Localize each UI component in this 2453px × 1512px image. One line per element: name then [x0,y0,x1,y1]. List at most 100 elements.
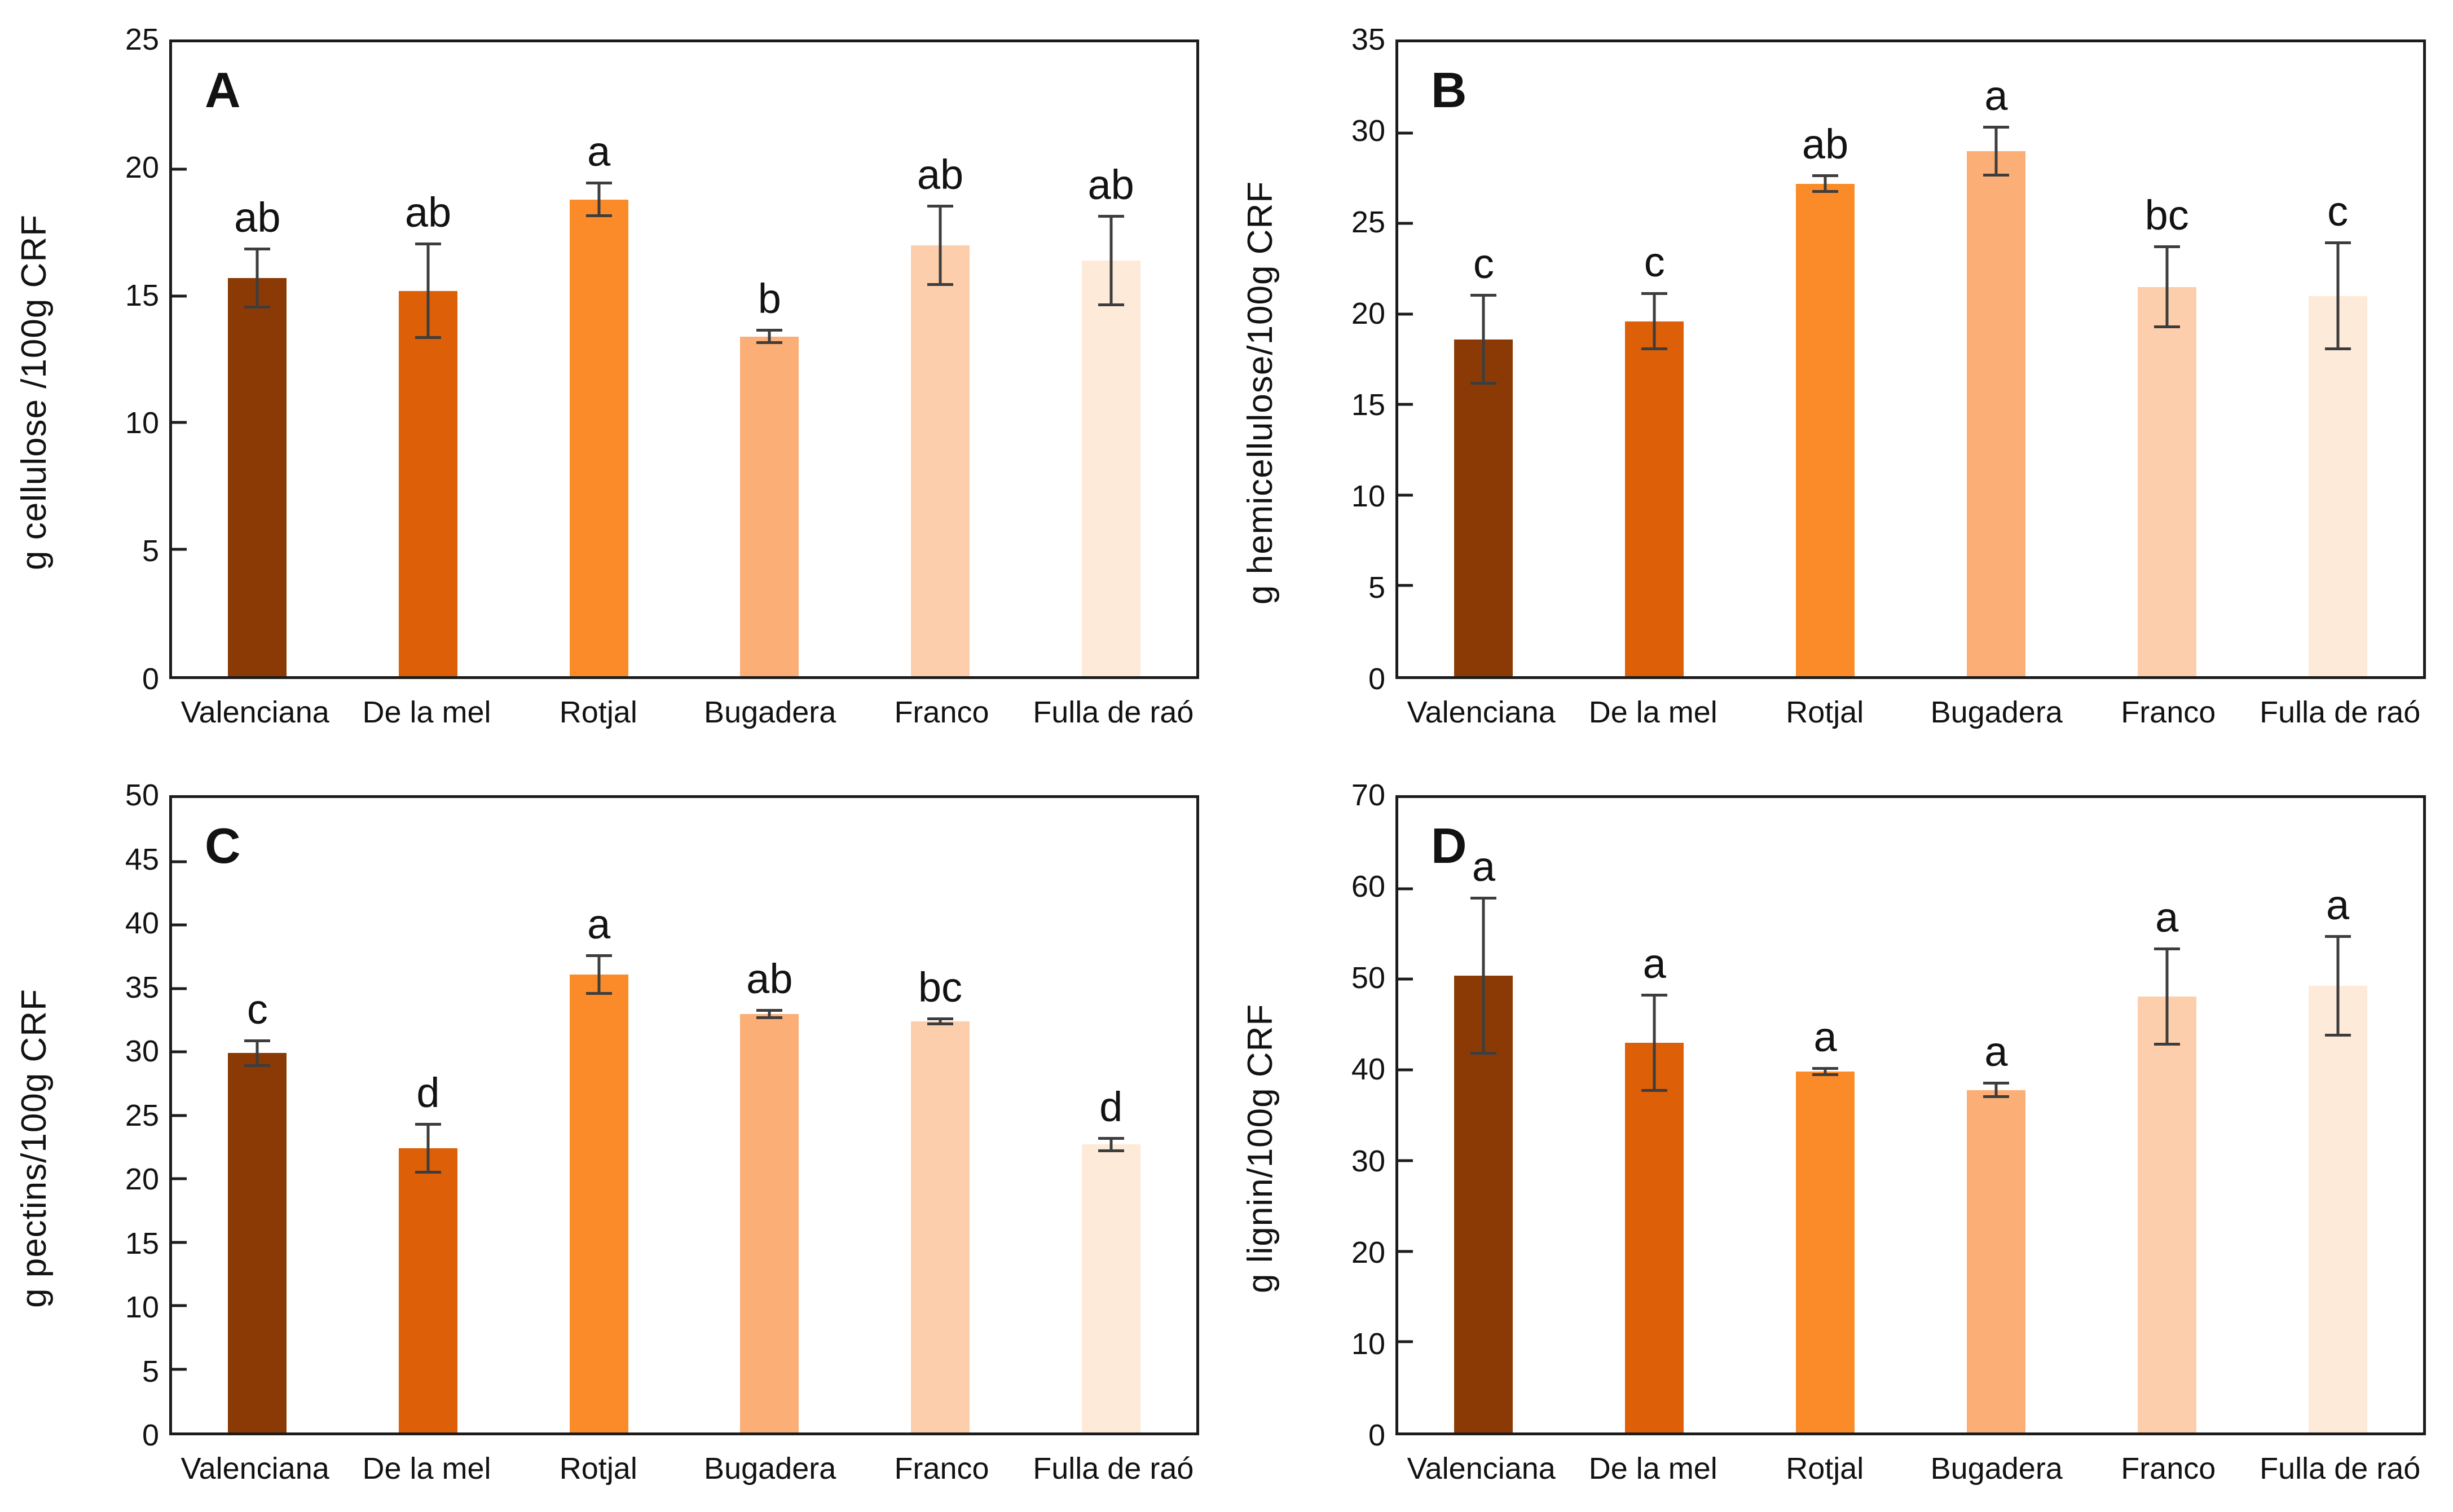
error-bar-line [1653,292,1656,350]
significance-letter: a [1984,1028,2008,1075]
x-category-label: Bugadera [704,695,836,729]
error-bar-cap-bottom [244,306,271,309]
error-bar-cap-top [1470,294,1497,297]
y-tick-mark [172,923,187,927]
y-tick-label: 50 [1351,961,1385,995]
y-tick-label: 30 [125,1034,159,1068]
y-tick-label: 0 [142,662,159,696]
bar-group-Rotjal: a [1740,798,1911,1432]
significance-letter: ab [1802,121,1849,168]
bar-group-Bugadera: a [1911,42,2082,676]
bar-group-Franco: bc [855,798,1026,1432]
bar [569,974,628,1432]
y-tick-mark [172,1368,187,1370]
bar [1625,321,1684,676]
error-bar-cap-top [585,182,612,185]
error-bar-cap-bottom [415,1171,441,1174]
y-tick-mark [1398,222,1413,225]
bar [2137,286,2196,676]
significance-letter: d [1099,1083,1123,1130]
x-category-label: Franco [2121,695,2216,729]
significance-letter: ab [404,189,452,236]
panel-letter: B [1431,62,1467,118]
panel-letter: D [1431,818,1467,874]
y-tick-mark [1398,1159,1413,1162]
error-bar-cap-bottom [585,214,612,218]
error-bar-line [939,204,942,286]
error-bar-line [1824,1067,1827,1077]
significance-letter: bc [918,964,963,1011]
y-tick-mark [172,1304,187,1307]
error-bar-cap-bottom [1983,1095,2009,1098]
error-bar-cap-top [244,1039,271,1042]
error-bar-cap-top [1983,1082,2009,1085]
bar [2308,296,2367,676]
bar [2137,996,2196,1432]
error-bar-cap-top [2324,934,2351,938]
significance-letter: a [1472,843,1495,891]
y-tick-mark [172,1241,187,1244]
bar-group-De la mel: d [343,798,514,1432]
x-category-label: De la mel [362,1452,491,1485]
error-bar-cap-bottom [244,1064,271,1067]
error-bar-cap-top [927,204,953,208]
y-tick-mark [1398,584,1413,587]
error-bar-line [256,1039,259,1067]
bar-group-Fulla de raó: d [1025,798,1196,1432]
y-tick-mark [1398,403,1413,406]
significance-letter: a [1813,1013,1837,1061]
error-bar-line [1994,125,1998,177]
significance-letter: a [587,900,611,947]
y-axis-tick-labels: 0 5 10 15 20 25 30 35 [1311,24,1395,694]
x-axis-labels: Valenciana De la mel Rotjal Bugadera Franco F… [1311,1435,2426,1502]
bar [398,290,457,676]
bar [1081,260,1140,676]
error-bar-line [939,1017,942,1025]
bar [1796,183,1855,676]
y-tick-label: 10 [1351,479,1385,513]
y-tick-label: 10 [125,406,159,440]
y-tick-label: 60 [1351,870,1385,904]
y-tick-label: 30 [1351,1144,1385,1178]
x-category-label: De la mel [1588,695,1717,729]
error-bar-cap-top [1812,1067,1839,1070]
panel-letter: A [205,62,241,118]
significance-letter: ab [234,194,281,241]
x-category-label: Franco [894,695,989,729]
error-bar-cap-top [1098,1136,1124,1140]
y-tick-mark [1398,312,1413,316]
bar-group-Fulla de raó: c [2252,42,2423,676]
error-bar-cap-bottom [1470,381,1497,385]
bar [910,1021,970,1432]
error-bar-cap-bottom [585,991,612,995]
y-tick-label: 45 [125,842,159,876]
y-tick-mark [172,1114,187,1117]
y-tick-mark [172,294,187,298]
error-bar-cap-top [1983,125,2009,129]
error-bar-cap-bottom [2153,325,2180,329]
error-bar-cap-top [1812,174,1839,178]
x-category-label: Rotjal [559,695,637,729]
error-bar-cap-top [1641,994,1668,997]
bar [228,1053,287,1432]
x-category-label: Bugadera [704,1452,836,1485]
y-tick-label: 35 [1351,23,1385,56]
error-bar-cap-bottom [1098,1149,1124,1152]
bar-group-Rotjal: a [513,42,684,676]
error-bar-cap-bottom [756,341,783,345]
significance-letter: c [2327,188,2349,235]
y-tick-label: 70 [1351,778,1385,812]
y-tick-label: 15 [125,278,159,312]
bar [398,1148,457,1432]
bar-group-Valenciana: c [172,798,343,1432]
bar [569,199,628,676]
